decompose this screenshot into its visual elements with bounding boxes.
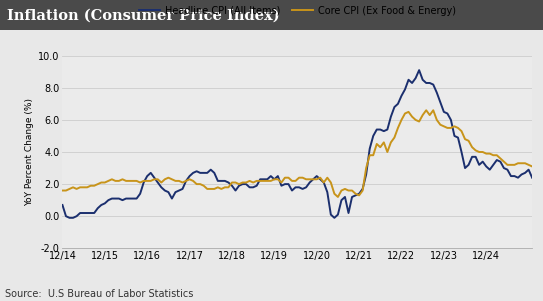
Headline CPI (All Items)	[504, 168, 510, 172]
Headline CPI (All Items)	[59, 203, 66, 207]
Line: Core CPI (Ex Food & Energy): Core CPI (Ex Food & Energy)	[62, 110, 532, 197]
Core CPI (Ex Food & Energy)	[176, 179, 182, 183]
Core CPI (Ex Food & Energy)	[239, 181, 246, 184]
Headline CPI (All Items)	[508, 174, 514, 178]
Headline CPI (All Items)	[416, 68, 422, 72]
Core CPI (Ex Food & Energy)	[59, 189, 66, 192]
Y-axis label: YoY Percent Change (%): YoY Percent Change (%)	[25, 98, 34, 206]
Core CPI (Ex Food & Energy)	[504, 163, 510, 167]
Core CPI (Ex Food & Energy)	[84, 185, 91, 189]
Core CPI (Ex Food & Energy)	[334, 195, 341, 199]
Headline CPI (All Items)	[529, 176, 535, 179]
Legend: Headline CPI (All Items), Core CPI (Ex Food & Energy): Headline CPI (All Items), Core CPI (Ex F…	[135, 2, 460, 20]
Core CPI (Ex Food & Energy)	[162, 178, 168, 181]
Headline CPI (All Items)	[179, 187, 186, 191]
Headline CPI (All Items)	[87, 211, 94, 215]
Line: Headline CPI (All Items): Headline CPI (All Items)	[62, 70, 532, 218]
Headline CPI (All Items)	[66, 216, 73, 220]
Core CPI (Ex Food & Energy)	[508, 163, 514, 167]
Headline CPI (All Items)	[165, 190, 172, 194]
Text: Inflation (Consumer Price Index): Inflation (Consumer Price Index)	[7, 9, 279, 23]
Headline CPI (All Items)	[243, 182, 249, 186]
Core CPI (Ex Food & Energy)	[529, 165, 535, 168]
Core CPI (Ex Food & Energy)	[423, 108, 430, 112]
Text: Source:  U.S Bureau of Labor Statistics: Source: U.S Bureau of Labor Statistics	[5, 290, 194, 299]
